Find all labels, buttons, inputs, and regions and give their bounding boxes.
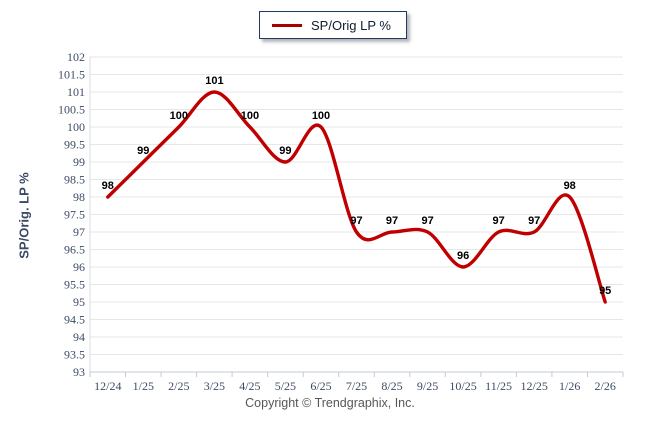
svg-text:102: 102 <box>67 50 85 64</box>
svg-text:94: 94 <box>73 330 85 344</box>
svg-text:98: 98 <box>73 190 85 204</box>
svg-text:97: 97 <box>386 215 398 227</box>
svg-text:95: 95 <box>599 285 611 297</box>
svg-text:98.5: 98.5 <box>64 173 85 187</box>
svg-text:100.5: 100.5 <box>58 103 85 117</box>
svg-text:99.5: 99.5 <box>64 138 85 152</box>
svg-text:95: 95 <box>73 295 85 309</box>
svg-text:97: 97 <box>492 215 504 227</box>
svg-text:99: 99 <box>137 145 149 157</box>
svg-text:94.5: 94.5 <box>64 313 85 327</box>
svg-text:97: 97 <box>350 215 362 227</box>
svg-text:96: 96 <box>73 260 85 274</box>
svg-text:97: 97 <box>528 215 540 227</box>
svg-text:101: 101 <box>205 75 223 87</box>
svg-text:1/25: 1/25 <box>133 379 154 393</box>
legend-label: SP/Orig LP % <box>311 17 391 33</box>
svg-text:96.5: 96.5 <box>64 243 85 257</box>
svg-text:10/25: 10/25 <box>449 379 476 393</box>
svg-text:12/24: 12/24 <box>94 379 121 393</box>
svg-text:8/25: 8/25 <box>381 379 402 393</box>
svg-text:7/25: 7/25 <box>346 379 367 393</box>
svg-text:100: 100 <box>241 110 259 122</box>
svg-text:9/25: 9/25 <box>417 379 438 393</box>
svg-text:99: 99 <box>279 145 291 157</box>
svg-text:2/25: 2/25 <box>168 379 189 393</box>
svg-text:98: 98 <box>102 180 114 192</box>
svg-text:99: 99 <box>73 155 85 169</box>
svg-text:6/25: 6/25 <box>310 379 331 393</box>
svg-text:4/25: 4/25 <box>239 379 260 393</box>
svg-text:93.5: 93.5 <box>64 348 85 362</box>
legend-line-swatch-icon <box>272 23 303 27</box>
svg-text:100: 100 <box>67 120 85 134</box>
svg-text:95.5: 95.5 <box>64 278 85 292</box>
copyright-text: Copyright © Trendgraphix, Inc. <box>245 396 415 410</box>
svg-text:100: 100 <box>312 110 330 122</box>
svg-text:11/25: 11/25 <box>485 379 512 393</box>
svg-text:101: 101 <box>67 85 85 99</box>
svg-text:5/25: 5/25 <box>275 379 296 393</box>
svg-text:3/25: 3/25 <box>204 379 225 393</box>
svg-text:12/25: 12/25 <box>521 379 548 393</box>
legend: SP/Orig LP % <box>259 11 407 39</box>
svg-text:96: 96 <box>457 250 469 262</box>
svg-text:98: 98 <box>564 180 576 192</box>
svg-text:97: 97 <box>73 225 85 239</box>
svg-text:2/26: 2/26 <box>595 379 616 393</box>
svg-text:97.5: 97.5 <box>64 208 85 222</box>
svg-text:93: 93 <box>73 365 85 379</box>
svg-text:100: 100 <box>170 110 188 122</box>
svg-text:97: 97 <box>421 215 433 227</box>
svg-text:101.5: 101.5 <box>58 68 85 82</box>
svg-text:1/26: 1/26 <box>559 379 580 393</box>
